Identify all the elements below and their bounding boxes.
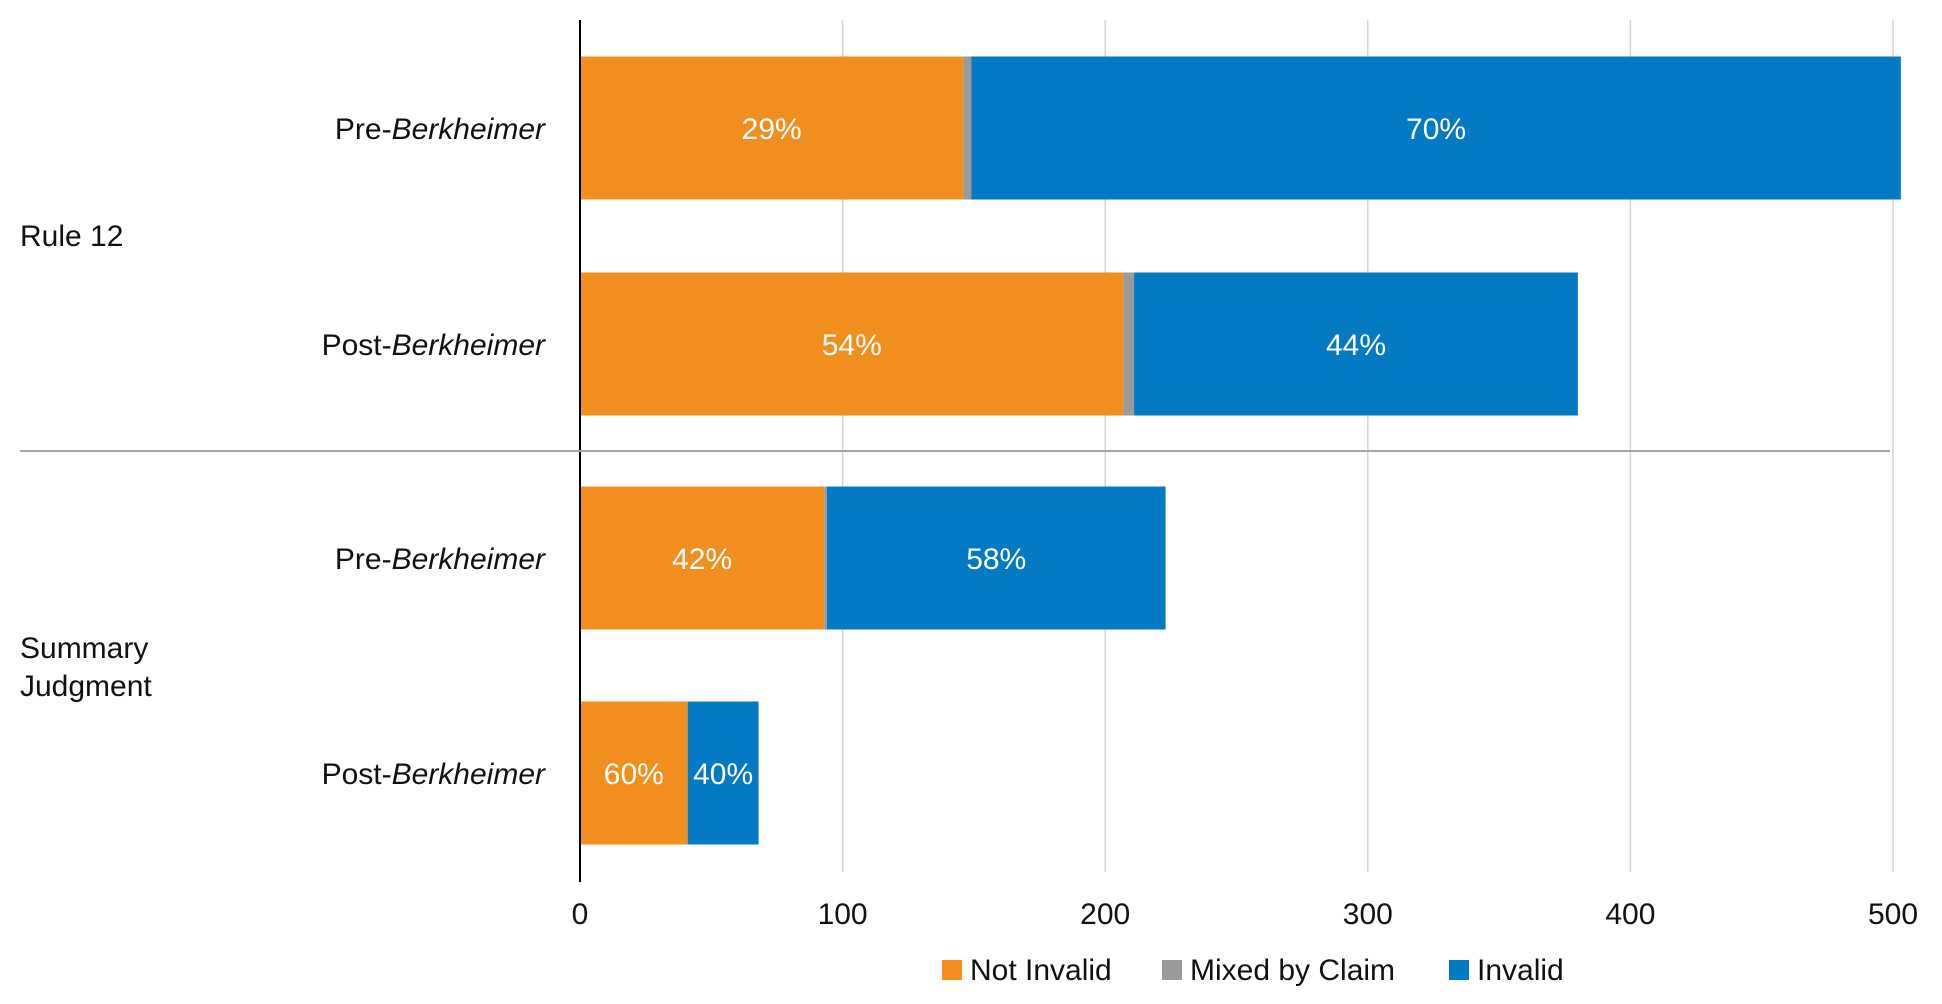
- category-label: Pre-Berkheimer: [335, 113, 546, 146]
- bar-segment-mixed-by-claim: [963, 57, 971, 200]
- legend-label: Not Invalid: [970, 954, 1112, 987]
- legend-swatch: [1449, 960, 1469, 980]
- legend-label: Invalid: [1477, 954, 1564, 987]
- x-tick-labels: 0 100 200 300 400 500: [572, 898, 1918, 931]
- x-tick-label: 500: [1868, 898, 1918, 931]
- data-label: 44%: [1326, 329, 1386, 362]
- category-label: Post-Berkheimer: [322, 758, 546, 791]
- data-label: 29%: [742, 113, 802, 146]
- category-label: Pre-Berkheimer: [335, 543, 546, 576]
- x-tick-label: 100: [818, 898, 868, 931]
- group-label: SummaryJudgment: [20, 632, 152, 703]
- data-label: 40%: [693, 758, 753, 791]
- x-tick-label: 400: [1605, 898, 1655, 931]
- data-label: 42%: [672, 543, 732, 576]
- group-label: Rule 12: [20, 220, 123, 253]
- legend-label: Mixed by Claim: [1190, 954, 1395, 987]
- legend-swatch: [1162, 960, 1182, 980]
- data-label: 70%: [1406, 113, 1466, 146]
- bar-segment-mixed-by-claim: [824, 487, 827, 630]
- group-labels: Rule 12 SummaryJudgment: [20, 220, 152, 703]
- bar-segment-mixed-by-claim: [1124, 273, 1135, 416]
- x-tick-label: 0: [572, 898, 589, 931]
- legend: Not Invalid Mixed by Claim Invalid: [942, 954, 1564, 987]
- data-label: 54%: [822, 329, 882, 362]
- x-tick-label: 200: [1080, 898, 1130, 931]
- legend-swatch: [942, 960, 962, 980]
- data-label: 60%: [604, 758, 664, 791]
- data-label: 58%: [966, 543, 1026, 576]
- category-label: Post-Berkheimer: [322, 329, 546, 362]
- x-tick-label: 300: [1343, 898, 1393, 931]
